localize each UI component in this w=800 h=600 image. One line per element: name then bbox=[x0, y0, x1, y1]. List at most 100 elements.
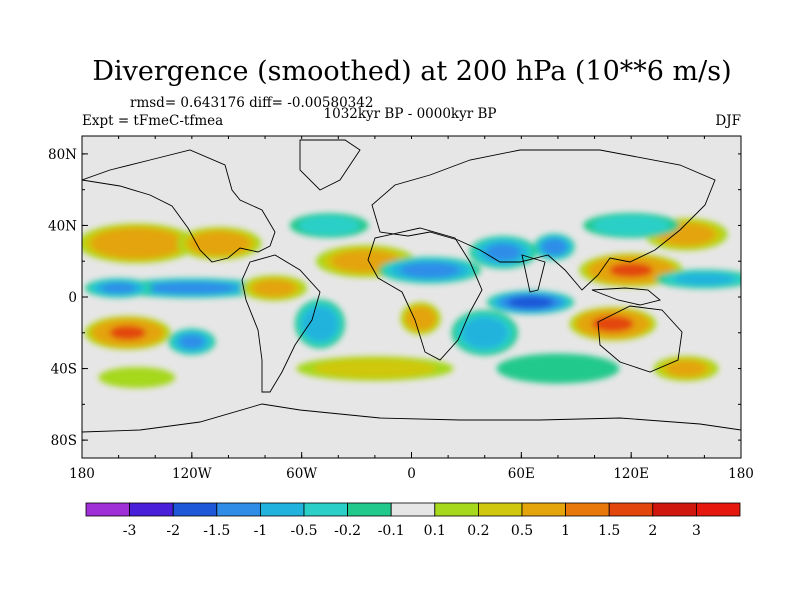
colorbar-swatch bbox=[303, 502, 348, 517]
coast-south-america bbox=[241, 254, 321, 393]
coastlines bbox=[82, 139, 741, 433]
colorbar-label: -0.1 bbox=[378, 523, 405, 539]
field-contour bbox=[609, 263, 654, 278]
colorbar-label: 0.2 bbox=[467, 523, 489, 539]
field-blob bbox=[378, 256, 481, 284]
field-contour bbox=[313, 358, 437, 379]
x-tick-label: 60W bbox=[286, 466, 317, 482]
colorbar: -3 -2 -1.5 -1 -0.5 -0.2 -0.1 0.1 0.2 0.5 1 1.5 2 3 bbox=[85, 502, 741, 539]
field-contour bbox=[98, 366, 176, 389]
colorbar-swatch bbox=[85, 502, 130, 517]
field-contour bbox=[298, 215, 360, 236]
field-blob bbox=[569, 306, 657, 341]
x-tick-label: 120W bbox=[172, 466, 212, 482]
map-area: 180 120W 60W 0 60E 120E 180 80N 40N 0 40S 80S bbox=[48, 135, 754, 482]
field-blob bbox=[294, 299, 346, 349]
field-contour bbox=[198, 235, 241, 252]
colorbar-swatch bbox=[565, 502, 610, 517]
field-blob bbox=[496, 353, 620, 384]
x-axis: 180 120W 60W 0 60E 120E 180 bbox=[69, 136, 754, 482]
field-contour bbox=[665, 360, 707, 377]
field-contour bbox=[252, 279, 296, 297]
colorbar-label: 1.5 bbox=[598, 523, 620, 539]
y-tick-label: 80N bbox=[48, 147, 77, 163]
field-blob bbox=[84, 315, 171, 350]
colorbar-label: -2 bbox=[166, 523, 180, 539]
field-contour bbox=[410, 310, 431, 327]
colorbar-label: -3 bbox=[123, 523, 137, 539]
field-contour bbox=[102, 231, 171, 255]
colorbar-label: 2 bbox=[648, 523, 657, 539]
field-contour bbox=[400, 262, 459, 278]
coast-australia bbox=[597, 305, 683, 373]
field-blob bbox=[296, 356, 454, 381]
field-blob bbox=[177, 226, 262, 260]
field-blob bbox=[583, 212, 680, 238]
colorbar-swatch bbox=[652, 502, 697, 517]
field-blob bbox=[486, 290, 575, 315]
colorbar-swatch bbox=[521, 502, 566, 517]
chart-title: Divergence (smoothed) at 200 hPa (10**6 … bbox=[92, 56, 731, 87]
field-contour bbox=[592, 215, 671, 236]
colorbar-label: 0.1 bbox=[424, 523, 446, 539]
x-tick-label: 180 bbox=[69, 466, 95, 482]
colorbar-swatch bbox=[477, 502, 523, 517]
y-tick-label: 40S bbox=[51, 362, 77, 378]
field-blob bbox=[115, 278, 269, 299]
x-tick-label: 60E bbox=[508, 466, 535, 482]
field-contour bbox=[542, 238, 567, 255]
colorbar-swatch bbox=[216, 502, 261, 517]
colorbar-label: 0.5 bbox=[511, 523, 533, 539]
colorbar-swatch bbox=[696, 502, 741, 517]
field-blob bbox=[533, 233, 575, 261]
field-blob bbox=[289, 213, 369, 238]
colorbar-swatch bbox=[172, 502, 218, 517]
coast-eurasia bbox=[371, 149, 716, 291]
field-blob bbox=[98, 366, 176, 389]
field-blob bbox=[469, 235, 537, 269]
field-contour bbox=[674, 273, 735, 286]
period-label: 1032kyr BP - 0000kyr BP bbox=[324, 106, 497, 122]
field-blob bbox=[241, 275, 308, 301]
colorbar-label: -1 bbox=[254, 523, 268, 539]
divergence-field bbox=[82, 212, 741, 389]
field-contour bbox=[486, 243, 521, 261]
x-tick-label: 180 bbox=[728, 466, 754, 482]
coast-africa bbox=[367, 227, 483, 361]
coast-maritime bbox=[591, 287, 661, 306]
field-contour bbox=[496, 353, 620, 384]
field-contour bbox=[179, 335, 204, 349]
field-blob bbox=[451, 310, 518, 356]
colorbar-swatch bbox=[390, 502, 436, 517]
field-blob bbox=[653, 355, 719, 382]
colorbar-swatch bbox=[347, 502, 392, 517]
season-label: DJF bbox=[715, 113, 741, 129]
stats-label: rmsd= 0.643176 diff= -0.00580342 bbox=[130, 95, 373, 111]
y-tick-label: 80S bbox=[51, 433, 77, 449]
colorbar-label: -1.5 bbox=[203, 523, 230, 539]
coast-greenland bbox=[299, 139, 361, 191]
x-tick-label: 0 bbox=[407, 466, 416, 482]
colorbar-label: -0.2 bbox=[334, 523, 361, 539]
field-contour bbox=[109, 325, 147, 340]
field-contour bbox=[507, 296, 554, 309]
field-blob bbox=[400, 302, 441, 335]
colorbar-label: 3 bbox=[692, 523, 701, 539]
field-contour bbox=[461, 317, 508, 349]
coast-north-america bbox=[82, 149, 276, 263]
field-blob bbox=[655, 269, 741, 289]
field-blob bbox=[168, 328, 216, 355]
colorbar-label: 1 bbox=[561, 523, 570, 539]
field-contour bbox=[101, 283, 136, 294]
field-contour bbox=[148, 282, 236, 294]
y-tick-label: 40N bbox=[48, 218, 77, 234]
field-contour bbox=[302, 306, 338, 342]
colorbar-swatch bbox=[129, 502, 174, 517]
coast-india bbox=[521, 254, 546, 293]
field-blob bbox=[82, 223, 197, 264]
colorbar-swatch bbox=[259, 502, 305, 517]
y-tick-label: 0 bbox=[68, 290, 77, 306]
field-blob bbox=[84, 278, 153, 298]
y-axis: 80N 40N 0 40S 80S bbox=[48, 147, 741, 449]
